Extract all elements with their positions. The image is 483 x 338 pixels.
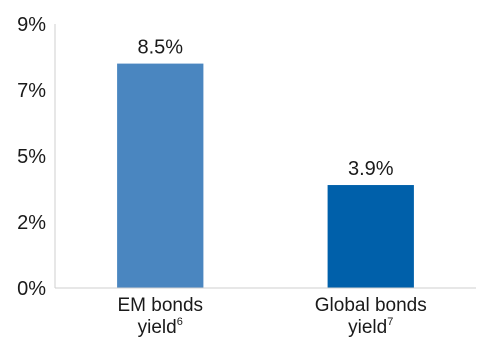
y-tick-label: 5%: [17, 146, 46, 168]
x-category-label-line2: yield7: [348, 316, 393, 338]
bar-value-label: 3.9%: [348, 158, 394, 180]
y-tick-label: 7%: [17, 80, 46, 102]
y-tick-label: 2%: [17, 212, 46, 234]
y-axis: 0% 2% 5% 7% 9%: [17, 14, 56, 300]
y-tick-label: 9%: [17, 14, 46, 36]
category-line2-text: yield: [138, 317, 177, 338]
y-tick-label: 0%: [17, 278, 46, 300]
footnote-marker: 6: [177, 316, 183, 328]
footnote-marker: 7: [387, 316, 393, 328]
bars: 8.5% 3.9%: [117, 37, 414, 288]
bar: [117, 63, 204, 288]
category-line2-text: yield: [348, 317, 387, 338]
x-category-label: Global bonds: [315, 295, 427, 316]
bar: [327, 185, 414, 288]
bar-value-label: 8.5%: [137, 37, 183, 59]
x-category-label-line2: yield6: [138, 316, 183, 338]
x-category-label: EM bonds: [117, 295, 203, 316]
